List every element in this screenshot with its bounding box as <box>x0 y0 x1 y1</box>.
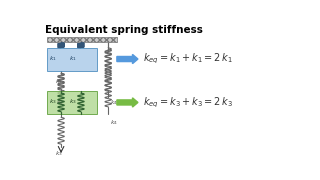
Text: $k_{eq} = k_1 + k_1 = 2\,k_1$: $k_{eq} = k_1 + k_1 = 2\,k_1$ <box>143 52 233 66</box>
Text: $k_2$: $k_2$ <box>56 98 64 107</box>
Text: $k_3$: $k_3$ <box>49 97 57 106</box>
Text: $k_3$: $k_3$ <box>69 97 77 106</box>
Text: $k_4$: $k_4$ <box>110 98 118 107</box>
Text: $k_1$: $k_1$ <box>69 54 77 63</box>
Text: $k_1$: $k_1$ <box>49 54 57 63</box>
Bar <box>47 37 117 42</box>
Text: $k_3$: $k_3$ <box>55 149 63 158</box>
FancyArrow shape <box>117 98 138 107</box>
Text: $k_{eq} = k_3 + k_3 = 2\,k_3$: $k_{eq} = k_3 + k_3 = 2\,k_3$ <box>143 95 233 110</box>
Text: Equivalent spring stiffness: Equivalent spring stiffness <box>45 25 203 35</box>
Bar <box>47 48 97 71</box>
Bar <box>47 91 97 114</box>
Text: $k_4$: $k_4$ <box>110 118 118 127</box>
Text: $k_2$: $k_2$ <box>55 77 63 85</box>
FancyArrow shape <box>117 54 138 64</box>
